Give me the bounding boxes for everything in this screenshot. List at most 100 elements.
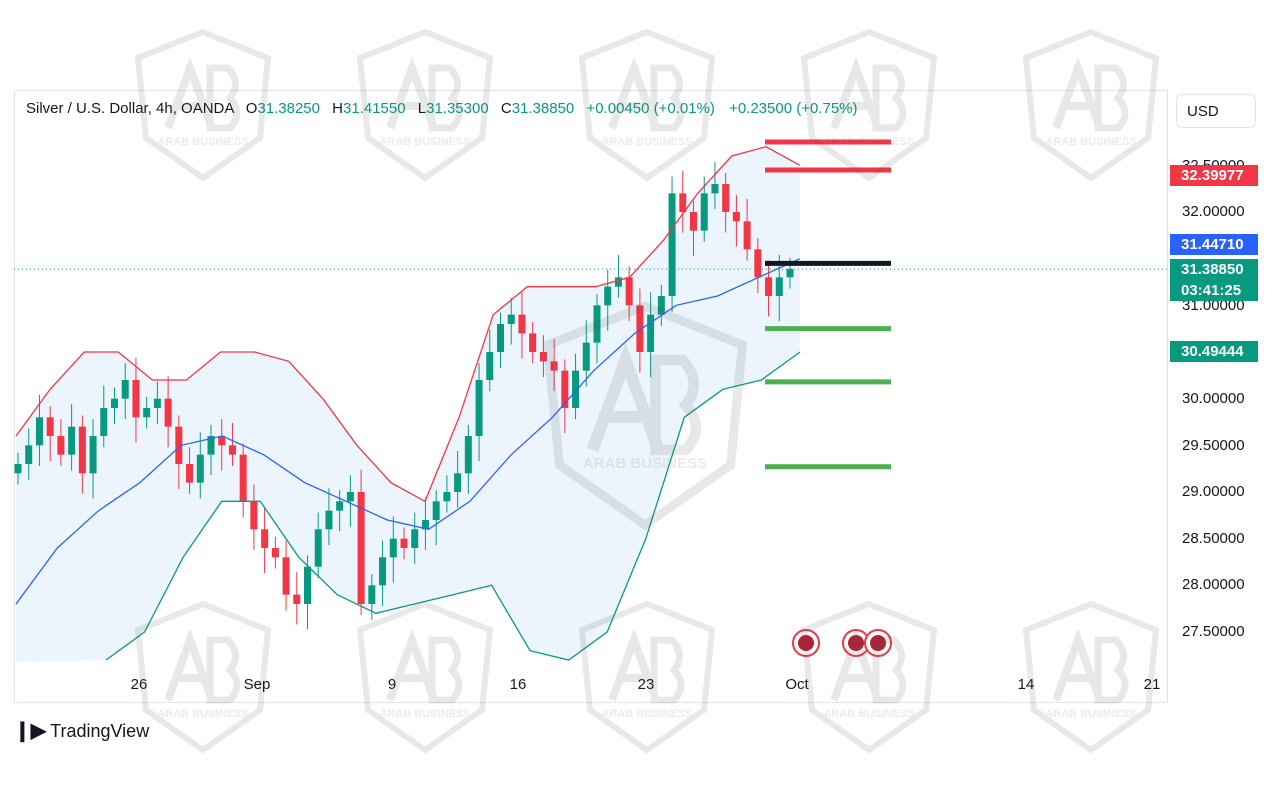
candle-body: [164, 398, 172, 427]
price-tick-label: 29.00000: [1182, 483, 1245, 500]
candle-body: [304, 566, 311, 604]
price-badge: 03:41:25: [1170, 280, 1258, 301]
tradingview-mark-icon: ❙▶: [14, 720, 47, 742]
symbol-title: Silver / U.S. Dollar, 4h, OANDA: [26, 100, 234, 117]
candle-body: [261, 529, 269, 548]
candle-body: [486, 351, 494, 380]
watermark-logo: ARAB BUSINESS: [794, 600, 944, 760]
candle-body: [357, 491, 365, 604]
candle-body: [111, 398, 118, 408]
open-label: O: [245, 100, 258, 117]
candle-body: [400, 538, 408, 548]
candle-body: [657, 295, 665, 315]
time-tick-label: Sep: [243, 676, 271, 693]
candle-body: [282, 557, 290, 595]
candle-body: [625, 277, 633, 306]
candle-body: [604, 286, 612, 306]
candle-body: [68, 426, 76, 455]
price-badge: 30.49444: [1170, 341, 1258, 362]
watermark-logo: ARAB BUSINESS: [572, 28, 722, 188]
price-tick-label: 29.50000: [1182, 437, 1245, 454]
candle-body: [89, 435, 97, 474]
price-tick-label: 27.50000: [1182, 623, 1245, 640]
candle-body: [561, 370, 569, 408]
candle-body: [325, 510, 333, 530]
time-tick-label: 21: [1143, 676, 1161, 693]
candle-body: [507, 314, 515, 324]
candle-body: [228, 445, 236, 455]
candle-body: [572, 370, 580, 408]
candle-body: [454, 473, 462, 492]
open-value: 31.38250: [257, 100, 320, 117]
currency-button[interactable]: USD: [1176, 94, 1256, 128]
candle-body: [121, 379, 129, 399]
candle-body: [314, 529, 322, 567]
change-value: +0.00450 (+0.01%): [586, 100, 715, 117]
watermark-logo: ARAB BUSINESS: [1016, 28, 1166, 188]
candle-body: [239, 454, 247, 502]
close-label: C: [500, 100, 512, 117]
candle-body: [293, 594, 301, 604]
chart-pane[interactable]: [14, 90, 1168, 703]
candle-body: [175, 426, 183, 464]
price-badge: 31.44710: [1170, 234, 1258, 255]
tradingview-logo[interactable]: ❙▶ TradingView: [14, 718, 149, 743]
time-tick-label: 23: [637, 676, 655, 693]
candle-body: [379, 557, 387, 586]
candle-body: [218, 435, 226, 446]
candle-body: [700, 193, 708, 231]
high-value: 31.41550: [343, 100, 406, 117]
candle-body: [636, 305, 644, 352]
time-tick-label: 14: [1017, 676, 1035, 693]
price-badge: 32.39977: [1170, 165, 1258, 186]
candle-body: [464, 435, 472, 474]
candle-body: [346, 491, 354, 502]
watermark-logo: ARAB BUSINESS: [128, 600, 278, 760]
price-tick-label: 28.50000: [1182, 530, 1245, 547]
candle-body: [614, 277, 622, 287]
watermark-logo: ARAB BUSINESS: [128, 28, 278, 188]
us-flag-fill-0: [798, 635, 814, 651]
candle-body: [78, 426, 86, 474]
candle-body: [786, 268, 794, 278]
candle-body: [743, 221, 751, 250]
candle-body: [421, 519, 429, 530]
us-flag-fill-1: [848, 635, 864, 651]
candle-body: [668, 193, 676, 296]
time-tick-label: 16: [509, 676, 527, 693]
price-tick-label: 28.00000: [1182, 576, 1245, 593]
candle-body: [196, 454, 204, 483]
brand-text: TradingView: [50, 721, 150, 741]
watermark-logo: ARAB BUSINESS: [572, 600, 722, 760]
candle-body: [25, 445, 33, 464]
upper-band-line: [15, 146, 801, 503]
candle-body: [690, 212, 697, 231]
candle-body: [14, 463, 22, 474]
candle-body: [775, 277, 783, 296]
time-tick-label: Oct: [785, 676, 809, 693]
us-flag-fill-2: [870, 635, 886, 651]
candle-body: [336, 501, 344, 511]
candle-body: [593, 305, 601, 343]
candle-body: [411, 529, 419, 548]
candle-body: [722, 184, 730, 212]
change-value-2: +0.23500 (+0.75%): [729, 100, 858, 117]
candle-body: [100, 407, 108, 436]
price-tick-label: 31.00000: [1182, 297, 1245, 314]
candle-body: [443, 491, 451, 502]
candle-body: [207, 435, 215, 455]
candle-body: [711, 184, 719, 194]
price-tick-label: 32.00000: [1182, 203, 1245, 220]
candle-body: [732, 212, 740, 222]
basis-line: [15, 258, 801, 605]
watermark-logo: ARAB BUSINESS: [350, 600, 500, 760]
candle-body: [647, 314, 655, 352]
candle-body: [582, 342, 590, 371]
candle-body: [518, 314, 526, 334]
watermark-logo: ARAB BUSINESS: [520, 300, 770, 540]
candle-body: [389, 538, 397, 558]
candle-body: [765, 277, 773, 296]
candle-body: [754, 249, 762, 278]
candle-body: [539, 351, 547, 362]
